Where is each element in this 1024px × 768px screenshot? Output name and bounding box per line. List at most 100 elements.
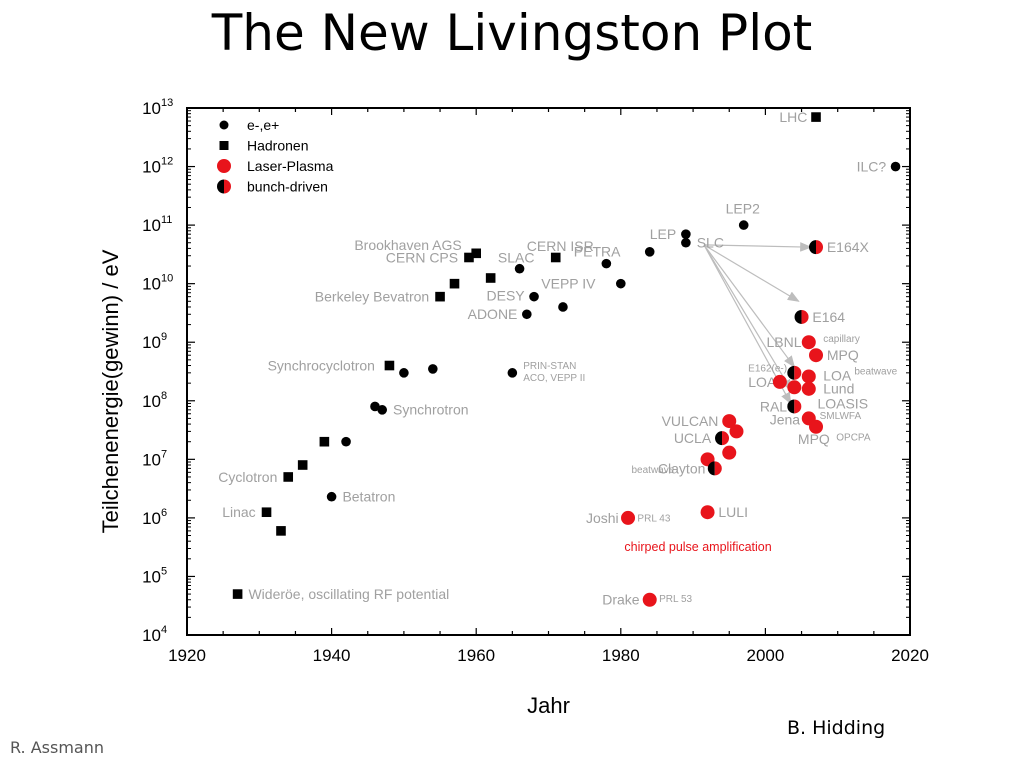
- y-tick-exponent: 6: [161, 507, 167, 519]
- laser-plasma-marker: [700, 505, 715, 520]
- x-tick-label: 1920: [168, 646, 206, 665]
- x-tick-label: 2020: [891, 646, 929, 665]
- laser-plasma-marker: [621, 510, 636, 525]
- point-annotation: LOASIS: [817, 395, 868, 411]
- legend-label: Laser-Plasma: [247, 158, 334, 174]
- electron-marker: [616, 278, 626, 289]
- y-tick-exponent: 9: [161, 331, 167, 343]
- point-annotation: beatwave: [631, 465, 674, 476]
- point-annotation: OPCPA: [836, 433, 871, 444]
- hadron-marker: [319, 436, 330, 447]
- point-annotation: Betatron: [342, 489, 395, 505]
- electron-marker: [681, 229, 691, 239]
- laser-plasma-marker: [772, 374, 787, 389]
- y-tick-exponent: 10: [161, 273, 173, 285]
- point-annotation: Cyclotron: [218, 469, 277, 485]
- point-annotation: Synchrotron: [393, 402, 468, 418]
- laser-plasma-marker: [809, 348, 824, 363]
- point-annotation: Jena: [770, 411, 801, 427]
- author-credit: B. Hidding: [787, 717, 886, 739]
- point-annotation: capillary: [823, 334, 860, 345]
- y-tick-label: 10: [142, 275, 161, 294]
- y-tick-label: 10: [142, 99, 161, 118]
- point-annotation: SLAC: [498, 249, 535, 265]
- data-points: [232, 112, 901, 607]
- y-tick-label: 10: [142, 450, 161, 469]
- point-annotation: RAL: [760, 398, 787, 414]
- y-tick-label: 10: [142, 392, 161, 411]
- hadron-marker: [449, 278, 460, 289]
- y-tick-exponent: 5: [161, 565, 167, 577]
- point-annotation: DESY: [487, 287, 526, 303]
- slide-title: The New Livingston Plot: [211, 4, 813, 62]
- laser-plasma-marker: [801, 369, 816, 384]
- electron-marker: [890, 161, 901, 172]
- point-annotation: CERN ISR: [527, 238, 594, 254]
- laser-plasma-marker: [722, 445, 737, 460]
- point-annotation: VULCAN: [662, 413, 719, 429]
- x-tick-label: 1980: [602, 646, 640, 665]
- point-annotation: beatwave: [854, 367, 897, 378]
- point-annotation: CERN CPS: [386, 249, 458, 265]
- point-annotation: ACO, VEPP II: [523, 373, 585, 384]
- laser-plasma-marker: [787, 380, 802, 395]
- laser-plasma-marker: [801, 335, 816, 350]
- hadron-marker: [550, 252, 561, 263]
- bunch-driven-marker: [809, 240, 824, 255]
- hadron-marker: [485, 273, 496, 283]
- y-tick-exponent: 8: [161, 390, 167, 402]
- bunch-driven-marker: [715, 431, 730, 446]
- electron-marker: [558, 302, 568, 312]
- bunch-driven-marker: [707, 461, 722, 476]
- hadron-marker: [232, 589, 243, 599]
- point-annotation: Lund: [823, 381, 854, 397]
- point-annotation: SLC: [697, 235, 724, 251]
- point-annotation: Joshi: [586, 510, 619, 526]
- point-annotation: LHC: [779, 109, 807, 125]
- point-annotation: Wideröe, oscillating RF potential: [248, 586, 449, 602]
- point-annotation: E162(e-): [748, 364, 787, 375]
- point-annotation: E164: [812, 309, 845, 325]
- legend-circle-marker: [219, 120, 229, 130]
- point-annotation: VEPP IV: [541, 276, 596, 292]
- x-axis-label: Jahr: [527, 693, 570, 718]
- y-tick-label: 10: [142, 567, 161, 586]
- annotation-arrow: [703, 244, 793, 392]
- x-tick-label: 2000: [746, 646, 784, 665]
- presenter-credit: R. Assmann: [10, 738, 105, 757]
- hadron-marker: [297, 460, 308, 470]
- bunch-driven-marker: [787, 365, 802, 380]
- point-annotation: PRL 53: [659, 594, 692, 605]
- y-tick-label: 10: [142, 626, 161, 645]
- y-tick-exponent: 4: [161, 624, 167, 636]
- legend-label: bunch-driven: [247, 179, 328, 195]
- point-annotation: chirped pulse amplification: [624, 540, 771, 554]
- y-tick-exponent: 12: [161, 156, 173, 168]
- point-annotation: LBNL: [767, 334, 802, 350]
- laser-plasma-marker: [729, 424, 744, 439]
- hadron-marker: [464, 252, 474, 263]
- hadron-marker: [276, 526, 286, 536]
- point-annotation: MPQ: [827, 347, 859, 363]
- point-annotation: LEP2: [726, 201, 760, 217]
- y-tick-exponent: 11: [161, 214, 172, 226]
- point-annotation: LEP: [650, 226, 676, 242]
- electron-marker: [399, 368, 409, 378]
- point-annotation: Berkeley Bevatron: [315, 289, 429, 305]
- hadron-marker: [384, 360, 395, 371]
- point-annotation: Linac: [222, 504, 255, 520]
- bunch-driven-marker: [794, 309, 809, 324]
- laser-plasma-marker: [722, 414, 737, 429]
- point-annotation: PRL 43: [637, 513, 670, 524]
- hadron-marker: [435, 291, 445, 302]
- legend-label: Hadronen: [247, 138, 309, 154]
- legend-red-circle-marker: [217, 159, 231, 173]
- point-annotation: PRIN-STAN: [523, 361, 576, 372]
- annotation-arrow: [703, 242, 813, 252]
- x-tick-label: 1940: [313, 646, 351, 665]
- electron-marker: [514, 263, 525, 274]
- y-tick-exponent: 13: [161, 97, 173, 109]
- annotation-arrow: [703, 244, 796, 368]
- x-tick-label: 1960: [457, 646, 495, 665]
